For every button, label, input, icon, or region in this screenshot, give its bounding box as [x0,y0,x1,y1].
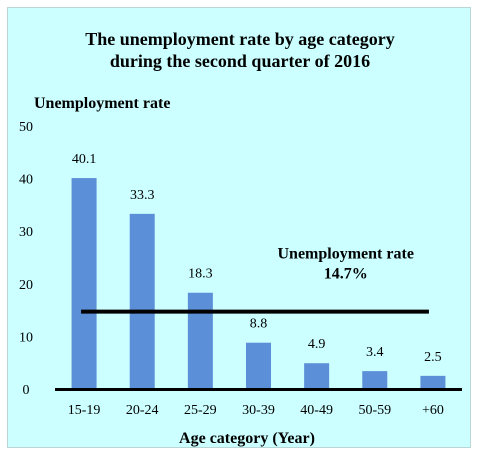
bar [71,178,97,389]
x-tick-label: +60 [422,403,444,418]
bars [71,178,446,389]
y-tick-labels: 0 10 20 30 40 50 [19,120,33,398]
y-tick-label: 20 [19,278,33,293]
x-tick-label: 25-29 [184,403,217,418]
chart-title: The unemployment rate by age category du… [8,28,472,72]
x-tick-labels: 15-19 20-24 25-29 30-39 40-49 50-59 +60 [68,403,444,418]
bar-value-labels: 40.1 33.3 18.3 8.8 4.9 3.4 2.5 [72,152,442,365]
y-axis-title: Unemployment rate [34,95,170,112]
bar-value-label: 4.9 [308,337,326,352]
bar-value-label: 8.8 [250,317,268,332]
chart-title-line-1: The unemployment rate by age category [85,29,395,49]
x-axis-title: Age category (Year) [179,430,315,447]
y-tick-label: 50 [19,120,33,135]
reference-line-value: 14.7% [324,266,368,283]
bar [362,371,388,389]
x-tick-label: 50-59 [358,403,391,418]
bar-value-label: 3.4 [366,345,384,360]
x-tick-label: 15-19 [68,403,101,418]
bar-value-label: 2.5 [424,350,442,365]
y-tick-label: 0 [23,383,30,398]
reference-line-label: Unemployment rate [278,246,414,263]
x-tick-label: 30-39 [242,403,275,418]
bar [246,342,271,389]
y-tick-label: 30 [19,225,33,240]
bar [187,292,213,389]
bar-value-label: 18.3 [188,267,213,282]
bar-value-label: 33.3 [130,188,155,203]
bar [304,363,330,389]
bar [420,375,446,389]
bar [129,213,155,389]
y-tick-label: 40 [19,173,33,188]
y-tick-label: 10 [19,330,33,345]
x-tick-label: 40-49 [300,403,333,418]
x-tick-label: 20-24 [126,403,159,418]
chart-title-line-2: during the second quarter of 2016 [109,51,371,71]
bar-value-label: 40.1 [72,152,97,167]
